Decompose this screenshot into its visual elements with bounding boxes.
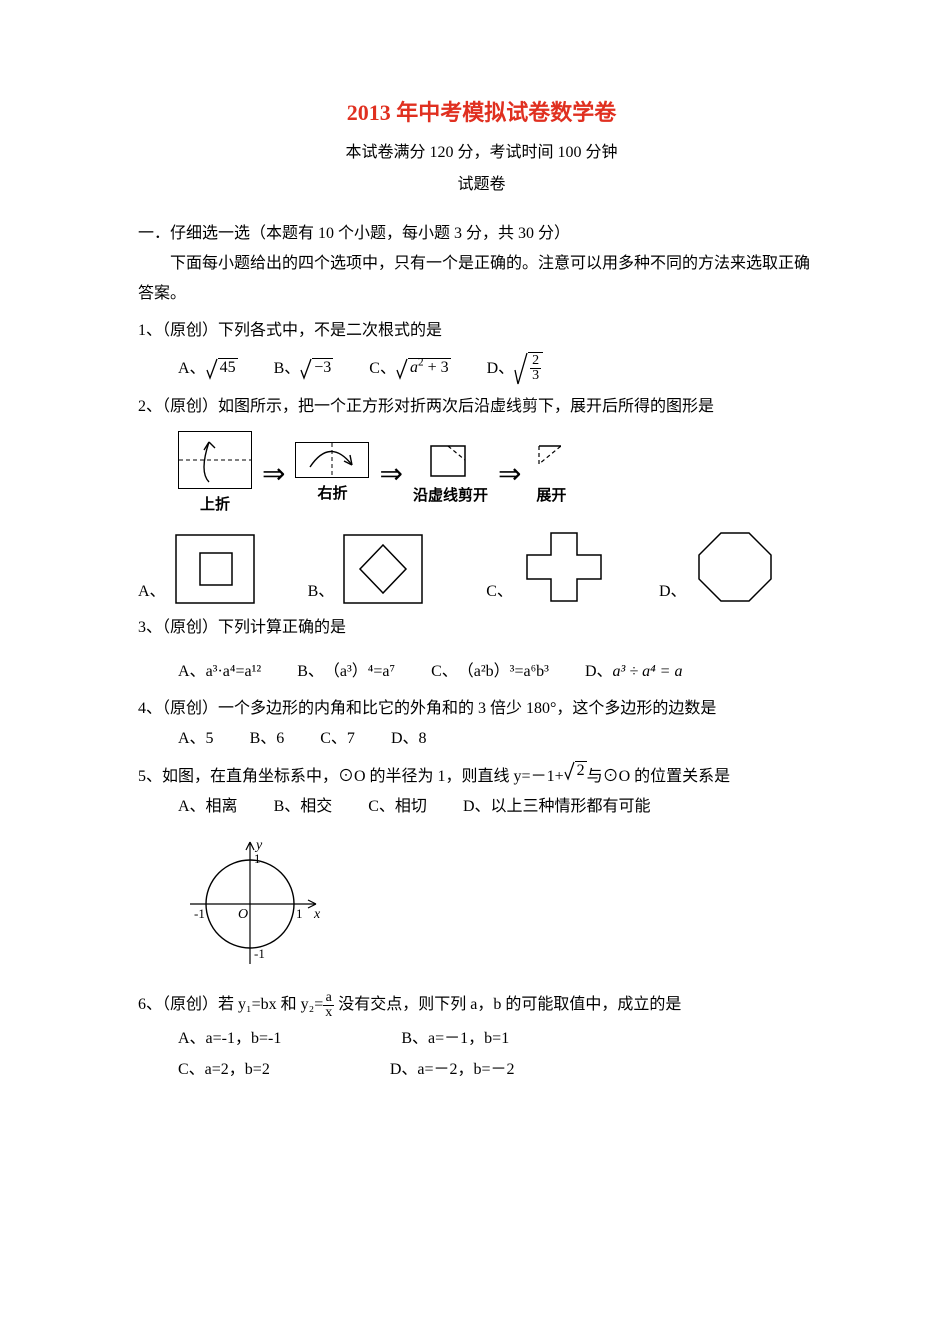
question-1: 1、（原创）下列各式中，不是二次根式的是 A、 45 B、 −3 C、 [138, 316, 825, 386]
arrow-right-icon: ⇒ [498, 461, 521, 489]
question-3: 3、（原创）下列计算正确的是 A、 a³·a⁴=a¹² B、 （a³）⁴=a⁷ … [138, 613, 825, 688]
fold-step1-icon [179, 432, 251, 488]
q5-opt-d: D、以上三种情形都有可能 [463, 792, 651, 822]
arrow-right-icon: ⇒ [379, 461, 402, 489]
question-5: 5、如图，在直角坐标系中，⊙O 的半径为 1，则直线 y=－1+2与⊙O 的位置… [138, 761, 825, 984]
sqrt-icon: 2 [564, 761, 587, 781]
q1-opt-d: D、 2 3 [487, 352, 544, 386]
q5-opt-b: B、相交 [274, 792, 333, 822]
q1-opt-a: A、 45 [178, 354, 238, 384]
sqrt-icon: 2 3 [514, 352, 543, 386]
svg-text:-1: -1 [194, 906, 205, 921]
shape-octagon-icon [693, 527, 777, 607]
q3-opt-b: B、 （a³）⁴=a⁷ [297, 657, 395, 687]
q6-opt-c: C、a=2，b=2 [178, 1055, 270, 1085]
q5-opt-a: A、相离 [178, 792, 238, 822]
q2-stem: 2、（原创）如图所示，把一个正方形对折两次后沿虚线剪下，展开后所得的图形是 [138, 392, 825, 422]
q2-opt-a: A、 [138, 531, 258, 607]
q4-opt-b: B、6 [250, 724, 285, 754]
axis-x-label: x [313, 907, 321, 922]
q4-opt-d: D、8 [391, 724, 427, 754]
q4-opt-c: C、7 [320, 724, 355, 754]
q2-opt-b: B、 [308, 531, 427, 607]
q3-stem: 3、（原创）下列计算正确的是 [138, 613, 825, 643]
section-instruction: 下面每小题给出的四个选项中，只有一个是正确的。注意可以用多种不同的方法来选取正确… [138, 249, 825, 310]
section-1: 一．仔细选一选（本题有 10 个小题，每小题 3 分，共 30 分） 下面每小题… [138, 219, 825, 310]
fold-step4-icon [531, 440, 571, 480]
svg-text:1: 1 [296, 906, 303, 921]
q2-opt-c: C、 [486, 527, 609, 607]
sqrt-icon: −3 [300, 358, 333, 380]
svg-text:1: 1 [254, 851, 261, 866]
fold-step2-icon [296, 443, 368, 477]
arrow-right-icon: ⇒ [262, 461, 285, 489]
q2-opt-d: D、 [659, 527, 777, 607]
page-title: 2013 年中考模拟试卷数学卷 [138, 92, 825, 134]
q5-opt-c: C、相切 [368, 792, 427, 822]
fraction: ax [323, 991, 334, 1020]
q1-stem: 1、（原创）下列各式中，不是二次根式的是 [138, 316, 825, 346]
fold-step3-icon [428, 440, 472, 480]
q3-opt-a: A、 a³·a⁴=a¹² [178, 657, 261, 687]
q1-opt-b: B、 −3 [274, 354, 334, 384]
page-subtitle: 本试卷满分 120 分，考试时间 100 分钟 [138, 138, 825, 168]
q2-fold-diagram: 上折 ⇒ 右折 ⇒ [178, 431, 825, 520]
section-heading: 一．仔细选一选（本题有 10 个小题，每小题 3 分，共 30 分） [138, 219, 825, 249]
q6-opt-a: A、a=-1，b=-1 [178, 1024, 281, 1054]
sqrt-icon: 45 [206, 358, 238, 380]
q5-stem: 5、如图，在直角坐标系中，⊙O 的半径为 1，则直线 y=－1+2与⊙O 的位置… [138, 761, 825, 792]
page-subtitle2: 试题卷 [138, 170, 825, 200]
q6-stem: 6、（原创）若 y₁=bx 和 y₂=ax 没有交点，则下列 a，b 的可能取值… [138, 990, 825, 1020]
question-4: 4、（原创）一个多边形的内角和比它的外角和的 3 倍少 180°，这个多边形的边… [138, 694, 825, 755]
q2-options: A、 B、 C、 [138, 527, 825, 607]
shape-square-in-square-icon [172, 531, 258, 607]
q3-opt-d: D、 a³ ÷ a⁴ = a [585, 657, 683, 687]
q3-opt-c: C、 （a²b）³=a⁶b³ [431, 657, 549, 687]
q6-opt-d: D、a=－2，b=－2 [390, 1055, 515, 1085]
q6-opt-b: B、a=－1，b=1 [401, 1024, 509, 1054]
q4-stem: 4、（原创）一个多边形的内角和比它的外角和的 3 倍少 180°，这个多边形的边… [138, 694, 825, 724]
question-6: 6、（原创）若 y₁=bx 和 y₂=ax 没有交点，则下列 a，b 的可能取值… [138, 990, 825, 1085]
question-2: 2、（原创）如图所示，把一个正方形对折两次后沿虚线剪下，展开后所得的图形是 上折… [138, 392, 825, 607]
shape-plus-icon [519, 527, 609, 607]
sqrt-icon: a2 + 3 [396, 358, 451, 380]
q5-figure: y 1 x 1 -1 -1 O [178, 832, 825, 983]
coordinate-circle-icon: y 1 x 1 -1 -1 O [178, 832, 328, 972]
q1-opt-c: C、 a2 + 3 [369, 354, 450, 384]
shape-diamond-in-square-icon [340, 531, 426, 607]
q4-opt-a: A、5 [178, 724, 214, 754]
svg-text:-1: -1 [254, 946, 265, 961]
fraction: 2 3 [530, 354, 541, 383]
svg-text:O: O [238, 907, 248, 922]
